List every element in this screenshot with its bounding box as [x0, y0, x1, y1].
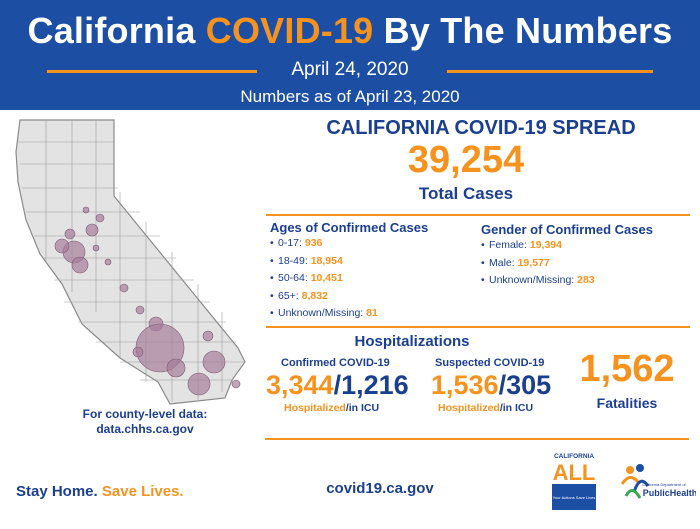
bubble-north-1	[82, 206, 90, 214]
bubble-ventura	[132, 346, 144, 358]
footer-slogan: Stay Home. Save Lives.	[16, 483, 184, 500]
list-item: • 50-64: 10,451	[270, 272, 343, 284]
confirmed-label: Confirmed COVID-19	[281, 357, 390, 369]
bubble-central-4	[135, 305, 145, 315]
ca-all-tagline: Your Actions Save Lives	[553, 495, 596, 500]
list-item: • Unknown/Missing: 283	[481, 274, 595, 286]
footer-website-link[interactable]: covid19.ca.gov	[326, 480, 434, 497]
gender-title: Gender of Confirmed Cases	[481, 222, 653, 237]
county-data-link[interactable]: data.chhs.ca.gov	[96, 422, 194, 436]
bubble-central-1	[92, 244, 100, 252]
header-rule-right	[447, 70, 653, 73]
confirmed-sublabel: Hospitalized/in ICU	[284, 402, 380, 414]
bubble-san-diego	[187, 372, 211, 396]
list-item: • Female: 19,394	[481, 239, 562, 251]
list-item: • 65+: 8,832	[270, 289, 328, 302]
gender-list: • Female: 19,394 • Male: 19,577 • Unknown/M…	[481, 237, 595, 290]
report-date: April 24, 2020	[291, 59, 409, 80]
total-cases-label: Total Cases	[418, 184, 514, 203]
public-health-logo: California Department of PublicHealth	[620, 464, 696, 499]
bubble-bay-area-medium	[54, 238, 70, 254]
people-figures-icon	[620, 464, 650, 499]
spread-title: CALIFORNIA COVID-19 SPREAD	[326, 117, 636, 139]
title-part-1: California	[27, 10, 206, 51]
list-item: • Male: 19,577	[481, 256, 550, 269]
title-part-2: By The Numbers	[373, 10, 673, 51]
title-highlight: COVID-19	[205, 10, 374, 51]
ca-all-main-text: ALL	[553, 460, 596, 485]
ages-list: • 0-17: 936 • 18-49: 18,954 • 50-64: 10,451…	[270, 235, 378, 323]
california-outline	[15, 119, 246, 405]
california-all-logo: CALIFORNIA ALL Your Actions Save Lives	[552, 453, 596, 510]
divider-top	[266, 214, 690, 216]
suspected-label: Suspected COVID-19	[435, 357, 545, 369]
list-item: • Unknown/Missing: 81	[270, 307, 378, 319]
bubble-san-bernardino	[202, 330, 214, 342]
bubble-central-3	[119, 283, 129, 293]
bubble-san-jose	[71, 256, 89, 274]
ages-title: Ages of Confirmed Cases	[270, 220, 429, 235]
ca-all-top-text: CALIFORNIA	[554, 453, 594, 460]
confirmed-numbers: 3,344/1,216	[266, 370, 409, 400]
list-item: • 18-49: 18,954	[270, 254, 343, 267]
bubble-central-2	[104, 258, 112, 266]
bubble-orange	[166, 358, 186, 378]
divider-middle	[266, 326, 690, 328]
data-as-of: Numbers as of April 23, 2020	[240, 87, 460, 106]
suspected-sublabel: Hospitalized/in ICU	[438, 402, 534, 414]
page-title: California COVID-19 By The Numbers	[0, 10, 700, 52]
header-banner: California COVID-19 By The Numbers April…	[0, 0, 700, 110]
divider-bottom	[265, 438, 689, 440]
county-data-note: For county-level data: data.chhs.ca.gov	[70, 407, 220, 437]
total-cases-number: 39,254	[407, 139, 525, 181]
list-item: • 0-17: 936	[270, 237, 323, 249]
case-bubbles	[54, 206, 241, 396]
bubble-riverside	[202, 350, 226, 374]
bubble-north-2	[95, 213, 105, 223]
bubble-bay-area-small	[64, 228, 76, 240]
california-map	[15, 119, 246, 405]
public-health-small-text: California Department of	[642, 482, 686, 487]
header-rule-left	[47, 70, 257, 73]
bubble-sacramento	[85, 223, 99, 237]
fatalities-number: 1,562	[579, 348, 675, 390]
county-note-line1: For county-level data:	[82, 407, 208, 421]
bubble-imperial	[231, 379, 241, 389]
public-health-main-text: PublicHealth	[643, 488, 696, 498]
suspected-numbers: 1,536/305	[431, 370, 552, 400]
fatalities-label: Fatalities	[596, 395, 658, 411]
hospitalizations-title: Hospitalizations	[354, 333, 470, 350]
